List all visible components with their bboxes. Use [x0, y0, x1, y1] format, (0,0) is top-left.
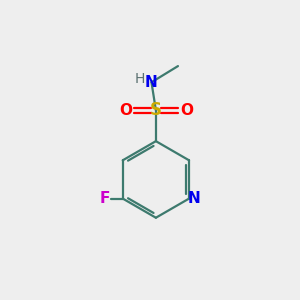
Text: F: F — [100, 191, 110, 206]
Text: S: S — [150, 101, 162, 119]
Text: N: N — [145, 75, 158, 90]
Text: N: N — [188, 191, 201, 206]
Text: H: H — [135, 72, 146, 86]
Text: O: O — [180, 103, 193, 118]
Text: O: O — [119, 103, 132, 118]
